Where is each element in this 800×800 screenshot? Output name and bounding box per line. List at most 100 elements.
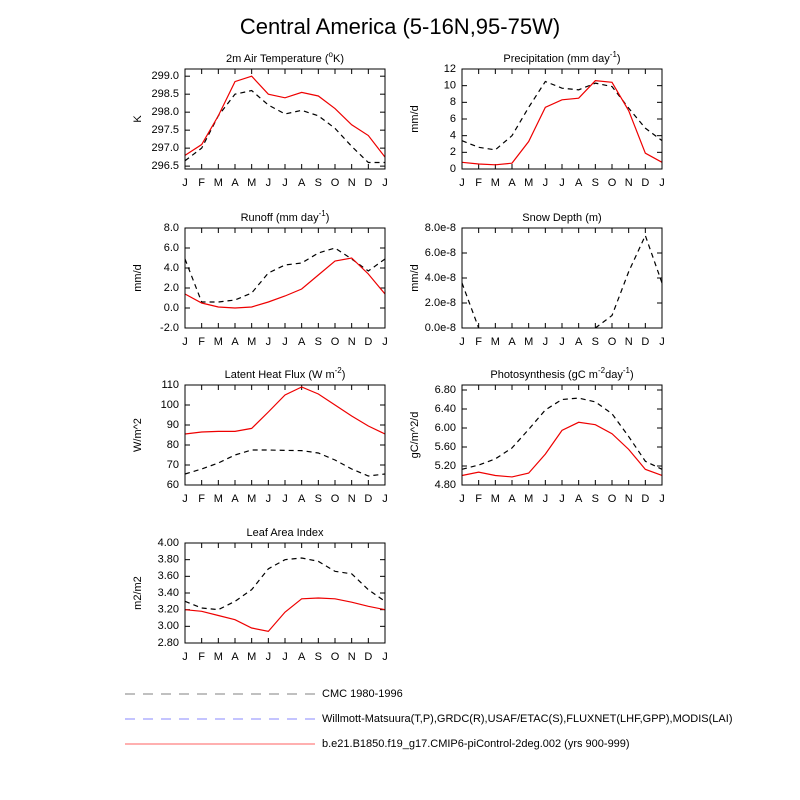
x-tick-label: N bbox=[625, 177, 633, 189]
y-tick-label: 5.20 bbox=[435, 460, 456, 472]
series-line bbox=[461, 397, 663, 470]
y-tick-label: 110 bbox=[161, 379, 179, 391]
y-tick-label: 12 bbox=[444, 63, 456, 75]
y-tick-label: 2.0e-8 bbox=[425, 297, 456, 309]
y-tick-label: 297.5 bbox=[151, 124, 179, 136]
x-tick-label: M bbox=[247, 493, 256, 505]
y-tick-label: 3.60 bbox=[158, 570, 179, 582]
panel-title: Snow Depth (m) bbox=[522, 212, 601, 224]
x-tick-label: S bbox=[315, 493, 322, 505]
y-tick-label: 100 bbox=[161, 399, 179, 411]
y-tick-label: 3.00 bbox=[158, 620, 179, 632]
y-tick-label: 4 bbox=[450, 130, 456, 142]
y-tick-label: 0 bbox=[450, 163, 456, 175]
y-tick-label: 6.40 bbox=[435, 403, 456, 415]
y-tick-label: 2 bbox=[450, 146, 456, 158]
x-tick-label: J bbox=[543, 177, 549, 189]
plot-frame bbox=[461, 68, 663, 170]
y-tick-label: 6.0e-8 bbox=[425, 247, 456, 259]
x-tick-label: M bbox=[214, 336, 223, 348]
x-tick-label: J bbox=[459, 336, 465, 348]
x-tick-label: J bbox=[382, 177, 388, 189]
y-tick-label: 0.0 bbox=[164, 302, 179, 314]
x-tick-label: O bbox=[331, 651, 340, 663]
y-tick-label: 60 bbox=[167, 479, 179, 491]
plot-frame bbox=[184, 68, 386, 170]
x-tick-label: J bbox=[659, 336, 665, 348]
series-line bbox=[461, 80, 663, 166]
title-superscript: -1 bbox=[623, 366, 631, 375]
x-tick-label: A bbox=[298, 336, 306, 348]
y-tick-label: 2.0 bbox=[164, 282, 179, 294]
title-part: Snow Depth (m) bbox=[522, 212, 601, 224]
x-tick-label: M bbox=[524, 493, 533, 505]
title-part: Latent Heat Flux (W m bbox=[225, 369, 335, 381]
title-part: ) bbox=[342, 369, 346, 381]
y-tick-label: 90 bbox=[167, 419, 179, 431]
y-tick-label: 4.80 bbox=[435, 479, 456, 491]
y-tick-label: 5.60 bbox=[435, 441, 456, 453]
y-tick-label: 2.80 bbox=[158, 637, 179, 649]
plot-frame bbox=[184, 227, 386, 329]
x-tick-label: D bbox=[364, 336, 372, 348]
y-tick-label: 6 bbox=[450, 113, 456, 125]
x-tick-label: J bbox=[382, 651, 388, 663]
y-tick-label: 296.5 bbox=[151, 160, 179, 172]
x-tick-label: F bbox=[198, 493, 205, 505]
x-tick-label: J bbox=[659, 493, 665, 505]
legend-label: Willmott-Matsuura(T,P),GRDC(R),USAF/ETAC… bbox=[322, 713, 733, 725]
x-tick-label: A bbox=[575, 493, 583, 505]
plot-frame bbox=[184, 542, 386, 644]
x-tick-label: D bbox=[364, 177, 372, 189]
panel-title: Precipitation (mm day-1) bbox=[503, 50, 620, 65]
title-superscript: -1 bbox=[319, 209, 327, 218]
y-tick-label: 3.80 bbox=[158, 554, 179, 566]
panel-title: Runoff (mm day-1) bbox=[241, 209, 330, 224]
x-tick-label: J bbox=[282, 651, 288, 663]
x-tick-label: J bbox=[282, 336, 288, 348]
x-tick-label: S bbox=[315, 177, 322, 189]
x-tick-label: A bbox=[231, 651, 239, 663]
plot-frame bbox=[461, 227, 663, 329]
plot-frame bbox=[461, 384, 663, 486]
x-tick-label: N bbox=[348, 177, 356, 189]
y-tick-label: 3.40 bbox=[158, 587, 179, 599]
x-tick-label: J bbox=[559, 336, 565, 348]
x-tick-label: J bbox=[543, 336, 549, 348]
x-tick-label: M bbox=[491, 177, 500, 189]
x-tick-label: F bbox=[475, 493, 482, 505]
x-tick-label: J bbox=[266, 651, 272, 663]
title-part: Photosynthesis (gC m bbox=[490, 369, 598, 381]
x-tick-label: J bbox=[659, 177, 665, 189]
series-line bbox=[461, 421, 663, 478]
x-tick-label: A bbox=[575, 177, 583, 189]
x-tick-label: F bbox=[475, 177, 482, 189]
x-tick-label: N bbox=[348, 336, 356, 348]
x-tick-label: A bbox=[508, 177, 516, 189]
x-tick-label: M bbox=[247, 651, 256, 663]
title-part: Precipitation (mm day bbox=[503, 53, 610, 65]
x-tick-label: J bbox=[182, 651, 188, 663]
x-tick-label: D bbox=[364, 651, 372, 663]
series-line bbox=[184, 386, 386, 435]
x-tick-label: A bbox=[298, 651, 306, 663]
x-tick-label: M bbox=[524, 177, 533, 189]
x-tick-label: M bbox=[247, 336, 256, 348]
y-tick-label: 80 bbox=[167, 439, 179, 451]
x-tick-label: A bbox=[298, 493, 306, 505]
x-tick-label: S bbox=[315, 651, 322, 663]
x-tick-label: J bbox=[459, 493, 465, 505]
x-tick-label: M bbox=[214, 651, 223, 663]
x-tick-label: O bbox=[608, 493, 617, 505]
series-line bbox=[461, 80, 663, 151]
legend-label: CMC 1980-1996 bbox=[322, 688, 403, 700]
x-tick-label: J bbox=[459, 177, 465, 189]
series-line bbox=[184, 257, 386, 309]
panel-title: 2m Air Temperature (oK) bbox=[226, 50, 344, 65]
panel-title: Photosynthesis (gC m-2day-1) bbox=[490, 366, 633, 381]
x-tick-label: O bbox=[331, 336, 340, 348]
x-tick-label: J bbox=[182, 493, 188, 505]
series-line bbox=[184, 75, 386, 158]
x-tick-label: F bbox=[475, 336, 482, 348]
x-tick-label: O bbox=[608, 336, 617, 348]
